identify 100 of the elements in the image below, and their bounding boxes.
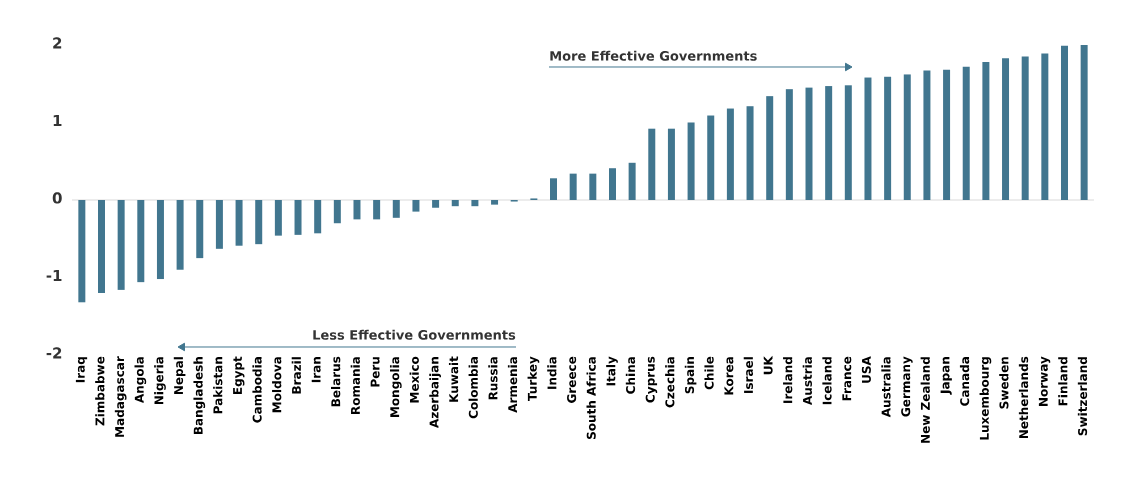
- x-tick-label: Moldova: [272, 357, 282, 413]
- bar: [982, 62, 990, 200]
- x-tick-label: Romania: [350, 357, 360, 414]
- bar: [923, 70, 931, 200]
- bar: [608, 168, 616, 200]
- y-tick-label: 1: [53, 114, 62, 126]
- bar: [726, 108, 734, 200]
- bar: [97, 199, 105, 293]
- bar: [864, 77, 872, 200]
- x-tick-label: China: [625, 357, 636, 394]
- bar: [707, 115, 715, 200]
- x-tick-label: Russia: [488, 357, 498, 400]
- x-tick-label: Austria: [802, 357, 812, 405]
- x-tick-label: New Zealand: [920, 357, 930, 443]
- x-tick-label: Cyprus: [645, 356, 658, 403]
- bar: [962, 66, 970, 200]
- x-tick-label: Kuwait: [448, 356, 459, 402]
- x-tick-label: Netherlands: [1018, 356, 1029, 439]
- bar: [550, 178, 558, 200]
- bar: [196, 199, 204, 259]
- bar: [825, 86, 833, 200]
- bar: [471, 199, 479, 207]
- x-tick-label: Greece: [567, 356, 577, 403]
- x-tick-label: Ireland: [783, 357, 793, 403]
- x-tick-label: Iran: [311, 357, 321, 383]
- x-tick-label: Zimbabwe: [95, 356, 105, 426]
- x-tick-label: Finland: [1058, 357, 1068, 406]
- bar: [943, 69, 951, 200]
- bar: [353, 199, 361, 220]
- bar: [491, 199, 499, 205]
- y-tick-label: 0: [52, 192, 62, 204]
- x-tick-label: India: [547, 357, 557, 389]
- bar: [903, 74, 911, 200]
- x-tick-label: Pakistan: [213, 357, 223, 414]
- x-tick-label: Sweden: [999, 357, 1009, 409]
- x-tick-label: Belarus: [331, 356, 341, 407]
- bar: [628, 162, 636, 200]
- bar: [687, 122, 695, 200]
- y-tick-label: 2: [53, 37, 62, 49]
- bar: [1080, 44, 1088, 200]
- x-tick-label: Norway: [1038, 356, 1051, 406]
- x-tick-label: Japan: [940, 357, 952, 395]
- bar: [1041, 53, 1049, 200]
- x-tick-label: Cambodia: [252, 357, 262, 423]
- x-tick-label: Colombia: [468, 357, 478, 419]
- x-tick-label: Brazil: [291, 357, 301, 394]
- x-tick-label: South Africa: [586, 357, 596, 439]
- bar: [766, 96, 774, 200]
- x-tick-label: Nigeria: [154, 357, 166, 405]
- x-tick-label: UK: [763, 355, 773, 375]
- x-tick-label: Angola: [134, 357, 147, 403]
- y-tick-label: -1: [46, 269, 62, 281]
- x-tick-label: Germany: [901, 356, 913, 417]
- bar: [255, 199, 263, 245]
- x-tick-label: Mexico: [409, 356, 419, 403]
- x-tick-label: Canada: [959, 357, 970, 406]
- x-tick-label: Switzerland: [1077, 357, 1088, 436]
- bar: [78, 199, 86, 303]
- x-tick-label: Nepal: [173, 357, 186, 395]
- x-tick-label: Luxembourg: [979, 357, 992, 440]
- bar: [1061, 45, 1068, 200]
- bar: [884, 76, 892, 200]
- bar: [235, 199, 243, 246]
- bar: [648, 128, 656, 200]
- annotation: More Effective Governments: [550, 50, 757, 61]
- annotation: Less Effective Governments: [313, 329, 516, 340]
- bar: [333, 199, 341, 224]
- x-tick-label: Peru: [370, 357, 380, 387]
- y-tick-label: -2: [46, 347, 62, 359]
- bar: [1021, 56, 1029, 200]
- x-tick-label: Madagascar: [114, 356, 127, 437]
- x-tick-label: Iraq: [75, 357, 88, 383]
- bar: [294, 199, 302, 235]
- bar: [451, 199, 459, 207]
- bar: [274, 199, 282, 236]
- x-tick-label: Mongolia: [389, 357, 402, 417]
- bar: [176, 199, 184, 270]
- bar: [569, 173, 577, 200]
- x-tick-label: Australia: [881, 357, 891, 418]
- x-tick-label: Egypt: [233, 356, 245, 395]
- x-tick-label: Bangladesh: [193, 357, 206, 435]
- x-tick-label: Iceland: [822, 357, 832, 405]
- bar: [314, 199, 322, 234]
- bar: [432, 199, 440, 208]
- bar: [156, 199, 164, 280]
- bar: [117, 199, 125, 290]
- bar: [589, 173, 597, 200]
- x-tick-label: Azerbaijan: [429, 357, 441, 429]
- bar: [215, 199, 223, 249]
- x-tick-label: USA: [861, 356, 871, 383]
- bar: [137, 199, 145, 283]
- bar: [746, 106, 754, 200]
- x-tick-label: Armenia: [507, 357, 518, 413]
- x-tick-label: Turkey: [527, 356, 540, 402]
- x-tick-label: Israel: [743, 357, 754, 393]
- bar: [1002, 58, 1010, 200]
- x-tick-label: France: [842, 356, 852, 401]
- x-tick-label: Czechia: [665, 357, 675, 408]
- bar: [844, 85, 852, 200]
- bar: [392, 199, 400, 218]
